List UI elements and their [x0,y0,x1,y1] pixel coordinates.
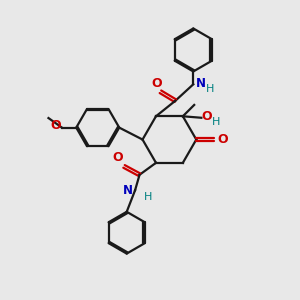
Text: H: H [206,84,214,94]
Text: H: H [212,117,220,127]
Text: O: O [202,110,212,123]
Text: N: N [195,77,206,90]
Text: O: O [51,119,61,132]
Text: N: N [123,184,133,197]
Text: H: H [143,192,152,202]
Text: O: O [152,77,162,90]
Text: O: O [218,133,228,146]
Text: O: O [112,151,122,164]
